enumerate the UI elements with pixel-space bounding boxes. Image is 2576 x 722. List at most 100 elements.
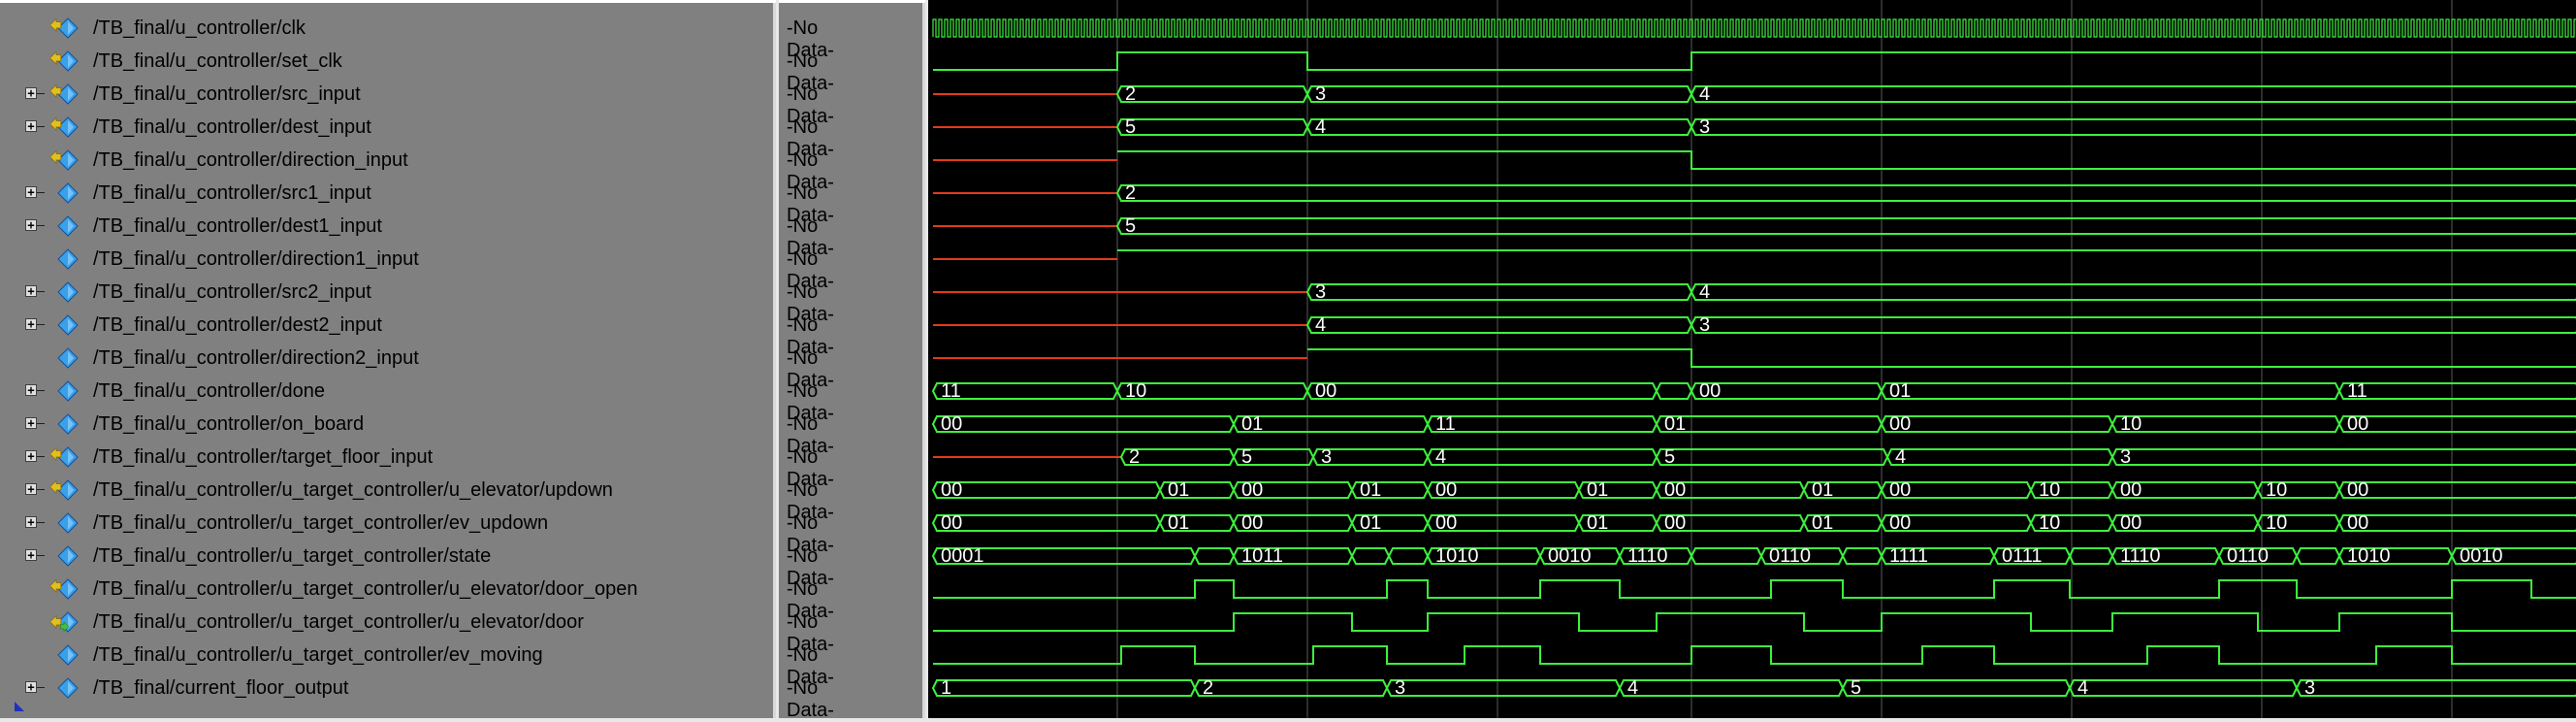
expand-plus-icon[interactable]: +	[25, 384, 45, 396]
expand-plus-icon[interactable]: +	[25, 516, 45, 528]
bus-segment	[2110, 448, 2576, 466]
input-signal-icon	[49, 17, 80, 41]
bus-segment	[931, 547, 1197, 565]
bus-segment	[2110, 415, 2341, 433]
expand-plus-icon[interactable]: +	[25, 120, 45, 132]
signal-value: -No Data-	[787, 611, 834, 655]
bus-segment	[1311, 448, 1430, 466]
signal-row[interactable]: /TB_final/u_controller/clk	[0, 12, 773, 45]
bus-segment	[1690, 118, 2576, 136]
bus-segment	[1305, 85, 1693, 103]
signal-row[interactable]: + /TB_final/u_controller/src_input	[0, 78, 773, 111]
signal-row[interactable]: /TB_final/u_controller/set_clk	[0, 45, 773, 78]
signal-row[interactable]: + /TB_final/u_controller/dest_input	[0, 111, 773, 144]
bus-value-label: 00	[941, 479, 962, 501]
bus-segment	[2068, 547, 2114, 565]
expand-plus-icon[interactable]: +	[25, 681, 45, 693]
signal-value: -No Data-	[787, 644, 834, 688]
bus-segment	[1655, 514, 1806, 532]
signal-path-label: /TB_final/u_controller/dest_input	[93, 116, 371, 138]
expand-plus-icon[interactable]: +	[25, 219, 45, 231]
bus-value-label: 01	[1587, 512, 1608, 534]
bus-segment	[1232, 547, 1354, 565]
bus-value-label: 1110	[2120, 545, 2161, 567]
input-signal-icon	[49, 149, 80, 173]
bus-segment	[1115, 85, 1309, 103]
bus-segment	[1690, 382, 1884, 400]
signal-path-label: /TB_final/u_controller/target_floor_inpu…	[93, 446, 434, 468]
signal-row[interactable]: + /TB_final/u_controller/u_target_control…	[0, 540, 773, 573]
bus-segment	[2110, 481, 2260, 499]
signal-row[interactable]: + /TB_final/u_controller/on_board	[0, 408, 773, 441]
signal-value: -No Data-	[787, 17, 834, 61]
bus-segment	[1232, 415, 1430, 433]
expand-plus-icon[interactable]: +	[25, 549, 45, 561]
expand-plus-icon[interactable]: +	[25, 186, 45, 198]
waveform-pane[interactable]: 2 3 4 5 4 3 2 5 3 4 4 3 11 10 00 00 01 11 00 01 11 01 00 10 00 2 5…	[928, 0, 2576, 718]
expand-plus-icon[interactable]: +	[25, 417, 45, 429]
bus-value-label: 00	[1435, 479, 1457, 501]
signal-row[interactable]: + /TB_final/u_controller/u_target_control…	[0, 474, 773, 507]
bus-value-label: 01	[1168, 479, 1189, 501]
bus-value-label: 0110	[1769, 545, 1811, 567]
signal-row[interactable]: /TB_final/u_controller/u_target_controll…	[0, 639, 773, 672]
bus-segment	[1538, 547, 1622, 565]
signal-row[interactable]: + /TB_final/u_controller/dest2_input	[0, 309, 773, 342]
bus-segment	[2068, 679, 2299, 697]
signal-row[interactable]: /TB_final/u_controller/u_target_controll…	[0, 606, 773, 639]
signal-row[interactable]: /TB_final/u_controller/direction_input	[0, 144, 773, 177]
bus-value-label: 10	[2120, 413, 2141, 435]
bus-segment	[1759, 547, 1845, 565]
signal-row[interactable]: /TB_final/u_controller/u_target_controll…	[0, 573, 773, 606]
signal-path-label: /TB_final/u_controller/clk	[93, 17, 306, 39]
signal-row[interactable]: + /TB_final/u_controller/src1_input	[0, 177, 773, 210]
expand-plus-icon[interactable]: +	[25, 285, 45, 297]
bus-segment	[931, 382, 1119, 400]
resize-corner-icon[interactable]	[14, 701, 25, 712]
bus-segment	[1577, 514, 1658, 532]
bus-segment	[1193, 547, 1236, 565]
bus-value-label: 5	[1125, 116, 1136, 138]
signal-row[interactable]: + /TB_final/u_controller/dest1_input	[0, 210, 773, 243]
bus-value-label: 10	[2266, 479, 2287, 501]
bus-segment	[1880, 415, 2114, 433]
signal-row[interactable]: + /TB_final/u_controller/done	[0, 375, 773, 408]
signal-value: -No Data-	[787, 248, 834, 292]
bus-segment	[2029, 514, 2114, 532]
bus-segment	[931, 415, 1236, 433]
bus-segment	[1350, 514, 1430, 532]
bus-segment	[1232, 448, 1315, 466]
signal-row[interactable]: + /TB_final/u_controller/u_target_control…	[0, 507, 773, 540]
bus-segment	[1305, 316, 1693, 334]
bus-value-label: 2	[1203, 677, 1213, 699]
expand-plus-icon[interactable]: +	[25, 87, 45, 99]
expand-plus-icon[interactable]: +	[25, 450, 45, 462]
signal-value: -No Data-	[787, 83, 834, 127]
bus-segment	[1802, 481, 1884, 499]
bus-segment	[1387, 547, 1430, 565]
signal-value: -No Data-	[787, 677, 834, 721]
signal-row[interactable]: /TB_final/u_controller/direction1_input	[0, 243, 773, 276]
expand-plus-icon[interactable]: +	[25, 318, 45, 330]
bus-segment	[1115, 184, 2576, 202]
bus-segment	[1426, 481, 1581, 499]
signal-row[interactable]: /TB_final/u_controller/direction2_input	[0, 342, 773, 375]
bus-segment	[1350, 481, 1430, 499]
bus-segment	[1426, 448, 1658, 466]
signal-row[interactable]: + /TB_final/current_floor_output	[0, 672, 773, 705]
signal-row[interactable]: + /TB_final/u_controller/src2_input	[0, 276, 773, 309]
bus-value-label: 00	[2347, 413, 2368, 435]
signal-path-label: /TB_final/current_floor_output	[93, 677, 349, 699]
signal-path-label: /TB_final/u_controller/u_target_controll…	[93, 611, 584, 633]
bus-value-label: 00	[1664, 479, 1686, 501]
signal-path-label: /TB_final/u_controller/direction1_input	[93, 248, 419, 270]
expand-plus-icon[interactable]: +	[25, 483, 45, 495]
bus-segment	[1885, 448, 2114, 466]
signal-path-label: /TB_final/u_controller/u_target_controll…	[93, 545, 492, 567]
bus-segment	[2450, 547, 2576, 565]
signal-row[interactable]: + /TB_final/u_controller/target_floor_inp…	[0, 441, 773, 474]
bus-segment	[1232, 481, 1354, 499]
bus-segment	[1577, 481, 1658, 499]
bus-value-label: 00	[1315, 380, 1336, 402]
